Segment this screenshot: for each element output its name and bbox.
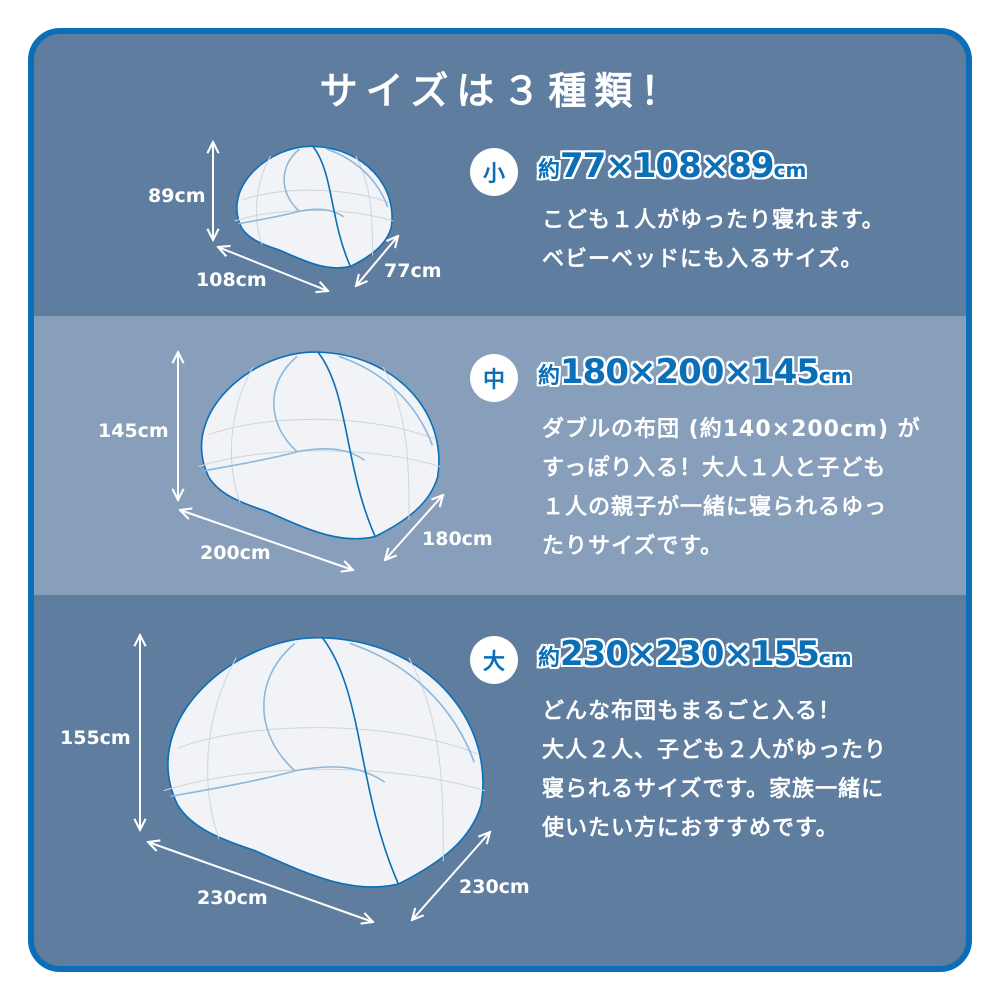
tent-small	[233, 144, 395, 270]
tent-medium	[198, 352, 440, 539]
desc-line: こども１人がゆったり寝れます。	[542, 208, 885, 233]
size-badge: 小	[470, 148, 518, 196]
height-label-medium: 145cm	[98, 420, 169, 442]
desc-line: ダブルの布団 (約140×200cm) が	[542, 417, 921, 442]
size-dimensions: 約77×108×89cm	[538, 146, 806, 186]
unit: cm	[818, 364, 852, 388]
depth-arrow-small	[356, 236, 398, 286]
width-arrow-small	[218, 247, 328, 291]
depth-label-large: 230cm	[459, 876, 530, 898]
unit: cm	[818, 646, 852, 670]
desc-line: たりサイズです。	[542, 534, 724, 559]
approx-prefix: 約	[538, 364, 561, 389]
dims-value: 180×200×145	[560, 352, 820, 392]
desc-line: ベビーベッドにも入るサイズ。	[542, 247, 864, 272]
width-arrow-large	[148, 842, 373, 922]
size-badge: 中	[470, 354, 518, 402]
depth-label-small: 77cm	[384, 260, 442, 282]
desc-line: 使いたい方におすすめです。	[542, 816, 839, 841]
width-label-small: 108cm	[196, 269, 267, 291]
size-description: どんな布団もまるごと入る！ 大人２人、子ども２人がゆったり 寝られるサイズです。…	[542, 692, 887, 848]
width-label-medium: 200cm	[200, 542, 271, 564]
size-badge: 大	[470, 636, 518, 684]
unit: cm	[773, 158, 807, 182]
width-arrow-medium	[180, 510, 353, 570]
dims-value: 230×230×155	[560, 634, 820, 674]
approx-prefix: 約	[538, 646, 561, 671]
size-dimensions: 約180×200×145cm	[538, 352, 852, 392]
depth-label-medium: 180cm	[422, 528, 493, 550]
page-title: サイズは３種類！	[319, 69, 687, 113]
depth-arrow-medium	[385, 495, 443, 560]
desc-line: どんな布団もまるごと入る！	[542, 699, 842, 724]
desc-line: 大人２人、子ども２人がゆったり	[542, 738, 888, 763]
approx-prefix: 約	[538, 158, 561, 183]
size-description: ダブルの布団 (約140×200cm) が すっぽり入る！大人１人と子ども １人…	[542, 410, 921, 566]
dims-value: 77×108×89	[560, 146, 775, 186]
height-label-small: 89cm	[148, 185, 206, 207]
size-dimensions: 約230×230×155cm	[538, 634, 852, 674]
width-label-large: 230cm	[197, 887, 268, 909]
size-description: こども１人がゆったり寝れます。 ベビーベッドにも入るサイズ。	[542, 201, 885, 279]
depth-arrow-large	[412, 832, 490, 920]
height-label-large: 155cm	[60, 727, 131, 749]
desc-line: すっぽり入る！大人１人と子ども	[542, 456, 887, 481]
tent-large	[164, 638, 485, 887]
desc-line: １人の親子が一緒に寝られるゆっ	[542, 495, 888, 520]
desc-line: 寝られるサイズです。家族一緒に	[542, 777, 885, 802]
